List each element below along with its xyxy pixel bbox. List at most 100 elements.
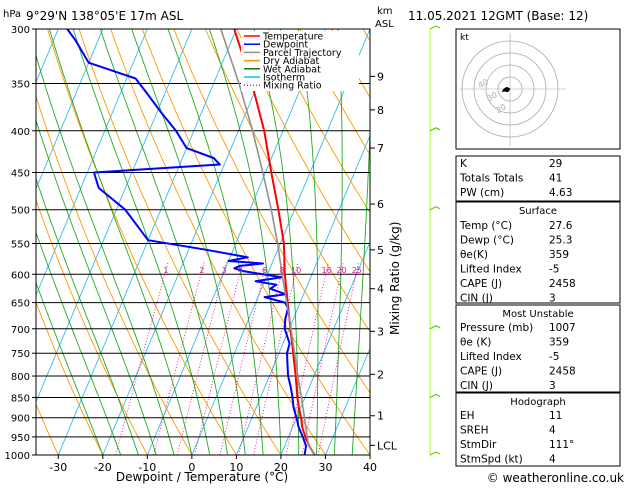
km-tick-label: 2 (377, 368, 384, 381)
index-value: 25.3 (549, 235, 572, 247)
pressure-tick-label: 950 (11, 433, 30, 444)
wet-adiabat-line (334, 29, 342, 455)
index-value: -5 (549, 351, 559, 363)
km-tick-label: 1 (377, 410, 384, 423)
index-value: 3 (549, 380, 556, 392)
index-label: EH (460, 410, 475, 422)
index-label: CAPE (J) (460, 366, 502, 378)
series-temperature (234, 29, 315, 455)
surface-title: Surface (519, 206, 557, 217)
pressure-tick-label: 450 (11, 168, 30, 179)
index-label: Lifted Index (460, 351, 522, 363)
mixing-ratio-tick-label: 25 (352, 266, 362, 275)
index-value: 2458 (549, 278, 576, 290)
isotherm-line (192, 29, 370, 455)
index-value: 29 (549, 158, 562, 170)
wind-barb-icon (430, 326, 440, 329)
mixing-ratio-axis-label: Mixing Ratio (g/kg) (388, 222, 402, 335)
mixing-ratio-tick-label: 10 (291, 266, 301, 275)
km-tick-label: 5 (377, 244, 384, 257)
wet-adiabat-line (73, 29, 210, 455)
index-label: θe (K) (460, 337, 491, 349)
wet-adiabat-line (9, 29, 156, 455)
pressure-tick-label: 400 (11, 127, 30, 138)
index-label: CIN (J) (460, 380, 493, 392)
km-tick-label: 9 (377, 70, 384, 83)
km-tick-label: 7 (377, 142, 384, 155)
km-label: km (377, 6, 393, 17)
x-tick-label: 40 (363, 461, 377, 474)
index-value: 41 (549, 173, 562, 185)
index-label: StmDir (460, 439, 497, 451)
wet-adiabat-line (168, 29, 263, 455)
datetime-label: 11.05.2021 12GMT (Base: 12) (408, 9, 588, 23)
index-value: 1007 (549, 322, 576, 334)
km-tick-label: 3 (377, 325, 384, 338)
index-label: θe(K) (460, 249, 488, 261)
km-tick-label: 8 (377, 104, 384, 117)
pressure-tick-label: 350 (11, 80, 30, 91)
km-tick-label: LCL (377, 439, 398, 452)
pressure-tick-label: 300 (11, 25, 30, 36)
index-label: Lifted Index (460, 264, 522, 276)
index-label: PW (cm) (460, 187, 504, 199)
pressure-tick-label: 1000 (5, 451, 30, 462)
index-value: 11 (549, 410, 562, 422)
mixing-ratio-tick-label: 20 (337, 266, 347, 275)
index-value: 4 (549, 454, 556, 466)
dry-adiabat-line (79, 29, 281, 455)
km-tick-label: 4 (377, 283, 384, 296)
mixing-ratio-tick-label: 8 (280, 266, 285, 275)
index-label: Totals Totals (459, 173, 523, 185)
storm-motion-marker (505, 87, 510, 92)
index-label: SREH (460, 425, 489, 437)
wind-barb-icon (430, 207, 440, 210)
index-label: CIN (J) (460, 293, 493, 305)
index-value: 27.6 (549, 220, 573, 232)
mixing-ratio-tick-label: 6 (262, 266, 267, 275)
index-value: 4 (549, 425, 556, 437)
index-label: StmSpd (kt) (460, 454, 523, 466)
mixing-ratio-line (286, 262, 328, 455)
isotherm-line (147, 29, 325, 455)
wind-barb-icon (430, 452, 440, 455)
pressure-tick-label: 800 (11, 372, 30, 383)
pressure-tick-label: 850 (11, 393, 30, 404)
x-tick-label: 30 (318, 461, 332, 474)
x-axis-title: Dewpoint / Temperature (°C) (116, 470, 288, 484)
index-value: 359 (549, 249, 569, 261)
index-label: K (460, 158, 468, 170)
index-value: 2458 (549, 366, 576, 378)
wind-barb-icon (430, 394, 440, 397)
index-label: CAPE (J) (460, 278, 502, 290)
mixing-ratio-tick-label: 16 (322, 266, 332, 275)
asl-label: ASL (375, 19, 394, 30)
hodograph-kt-label: kt (460, 33, 469, 43)
pressure-tick-label: 750 (11, 349, 30, 360)
mixing-ratio-line (154, 262, 204, 455)
mixing-ratio-tick-label: 1 (163, 266, 168, 275)
index-label: Dewp (°C) (460, 235, 514, 247)
wind-barb-icon (430, 26, 440, 29)
index-label: Temp (°C) (459, 220, 512, 232)
x-tick-label: -30 (49, 461, 67, 474)
index-label: Pressure (mb) (460, 322, 533, 334)
hpa-label: hPa (3, 9, 21, 20)
index-value: 359 (549, 337, 569, 349)
index-value: -5 (549, 264, 559, 276)
mixing-ratio-tick-label: 2 (199, 266, 204, 275)
index-value: 4.63 (549, 187, 572, 199)
mixing-ratio-tick-label: 3 (222, 266, 227, 275)
wind-barb-icon (430, 128, 440, 131)
pressure-tick-label: 900 (11, 414, 30, 425)
pressure-tick-label: 600 (11, 270, 30, 281)
wet-adiabat-line (209, 29, 281, 455)
pressure-tick-label: 700 (11, 325, 30, 336)
pressure-tick-label: 650 (11, 299, 30, 310)
index-value: 111° (549, 439, 574, 451)
pressure-tick-label: 550 (11, 239, 30, 250)
legend-label: Mixing Ratio (263, 81, 322, 92)
